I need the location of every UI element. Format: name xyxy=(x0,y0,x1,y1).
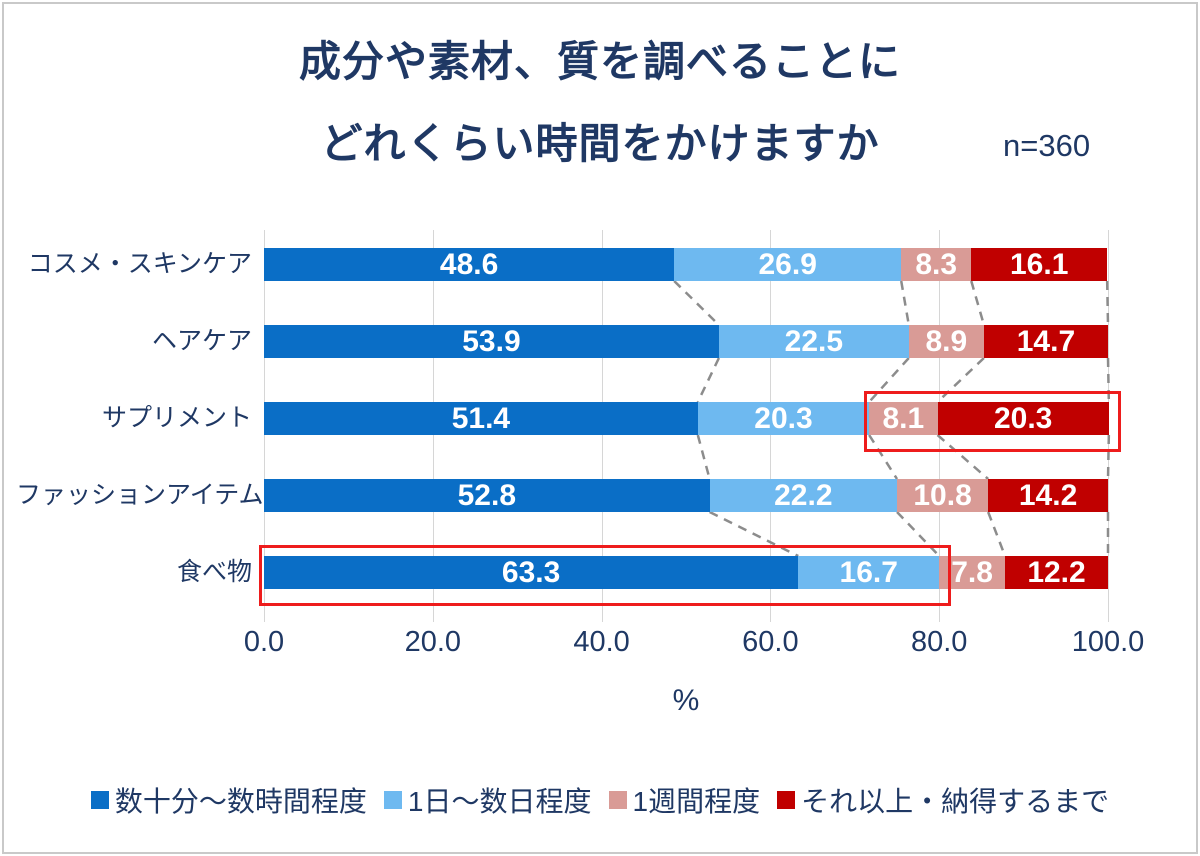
legend: 数十分～数時間程度 1日～数日程度 1週間程度 それ以上・納得するまで xyxy=(0,780,1200,820)
legend-item: それ以上・納得するまで xyxy=(777,780,1109,820)
bar-value-label: 48.6 xyxy=(439,247,499,281)
bar-value-label: 26.9 xyxy=(758,247,817,281)
bar-segment: 48.6 xyxy=(264,247,675,281)
connector-line xyxy=(899,280,911,326)
x-axis-tick-label: 0.0 xyxy=(243,626,285,658)
legend-swatch-icon xyxy=(608,791,627,809)
bar-value-label: 14.2 xyxy=(1018,478,1078,512)
x-axis-tick-label: 60.0 xyxy=(742,626,799,658)
bar-value-label: 8.1 xyxy=(882,401,925,435)
connector-line xyxy=(696,434,711,480)
bar-value-label: 8.9 xyxy=(925,324,968,358)
chart-title-line1: 成分や素材、質を調べることに xyxy=(298,38,901,85)
bar-segment: 26.9 xyxy=(674,247,902,281)
x-axis-tick-label: 80.0 xyxy=(910,626,968,658)
bar-segment: 16.1 xyxy=(971,247,1108,281)
highlight-box xyxy=(864,391,1121,452)
bar-value-label: 51.4 xyxy=(451,401,511,435)
bar-segment: 20.3 xyxy=(937,401,1109,435)
bar-value-label: 22.2 xyxy=(774,478,833,512)
bar-segment: 8.9 xyxy=(908,324,984,358)
bar-segment: 22.2 xyxy=(709,478,897,512)
legend-swatch-icon xyxy=(777,791,796,809)
legend-item: 1週間程度 xyxy=(608,780,761,820)
bar-segment: 12.2 xyxy=(1005,556,1108,589)
category-label: ヘアケア xyxy=(151,327,252,355)
x-axis-tick-label: 40.0 xyxy=(573,626,630,658)
bar-value-label: 16.1 xyxy=(1010,247,1069,281)
legend-label: それ以上・納得するまで xyxy=(801,786,1110,817)
x-axis-tick-label: 100.0 xyxy=(1071,626,1145,658)
legend-item: 1日～数日程度 xyxy=(383,780,592,820)
bar-value-label: 20.3 xyxy=(993,401,1053,435)
bar-segment: 8.3 xyxy=(901,247,972,281)
bar-segment: 63.3 xyxy=(264,555,799,589)
connector-line xyxy=(696,357,721,403)
bar-segment: 52.8 xyxy=(264,479,710,512)
bar-value-label: 52.8 xyxy=(457,478,516,512)
bar-value-label: 7.8 xyxy=(951,555,993,589)
category-label: ファッションアイテム xyxy=(16,481,264,509)
legend-label: 1日～数日程度 xyxy=(407,786,592,817)
bar-segment: 53.9 xyxy=(264,325,719,358)
category-label: 食べ物 xyxy=(176,558,252,586)
connector-line xyxy=(986,511,1007,557)
bar-segment: 10.8 xyxy=(897,478,989,512)
bar-value-label: 8.3 xyxy=(915,247,958,281)
bar-segment: 20.3 xyxy=(697,401,870,435)
connector-line xyxy=(673,280,720,326)
highlight-box xyxy=(259,545,952,606)
bar-value-label: 14.7 xyxy=(1016,324,1076,358)
connector-line xyxy=(970,280,986,326)
legend-label: 1週間程度 xyxy=(632,786,761,817)
category-label: サプリメント xyxy=(101,404,252,432)
bar-segment: 16.7 xyxy=(798,555,940,589)
bar-value-label: 10.8 xyxy=(913,478,972,512)
legend-item: 数十分～数時間程度 xyxy=(90,780,367,820)
bar-segment: 51.4 xyxy=(264,402,698,435)
x-axis-tick-label: 20.0 xyxy=(404,626,462,658)
bar-segment: 8.1 xyxy=(869,401,938,435)
bar-segment: 22.5 xyxy=(718,324,909,358)
bar-value-label: 12.2 xyxy=(1027,555,1086,589)
bar-value-label: 53.9 xyxy=(462,324,521,358)
bar-segment: 14.7 xyxy=(983,324,1108,358)
chart-title-line2: どれくらい時間をかけますか xyxy=(320,120,880,167)
legend-swatch-icon xyxy=(383,791,402,809)
x-axis-unit-label: % xyxy=(672,684,700,717)
sample-size-label: n=360 xyxy=(1003,128,1091,163)
category-label: コスメ・スキンケア xyxy=(27,250,252,278)
bar-segment: 14.2 xyxy=(988,479,1108,512)
bar-value-label: 63.3 xyxy=(501,555,561,589)
bar-value-label: 22.5 xyxy=(784,324,844,358)
bar-value-label: 20.3 xyxy=(754,401,813,435)
legend-swatch-icon xyxy=(90,791,109,809)
bar-value-label: 16.7 xyxy=(839,555,898,589)
legend-label: 数十分～数時間程度 xyxy=(114,786,367,817)
